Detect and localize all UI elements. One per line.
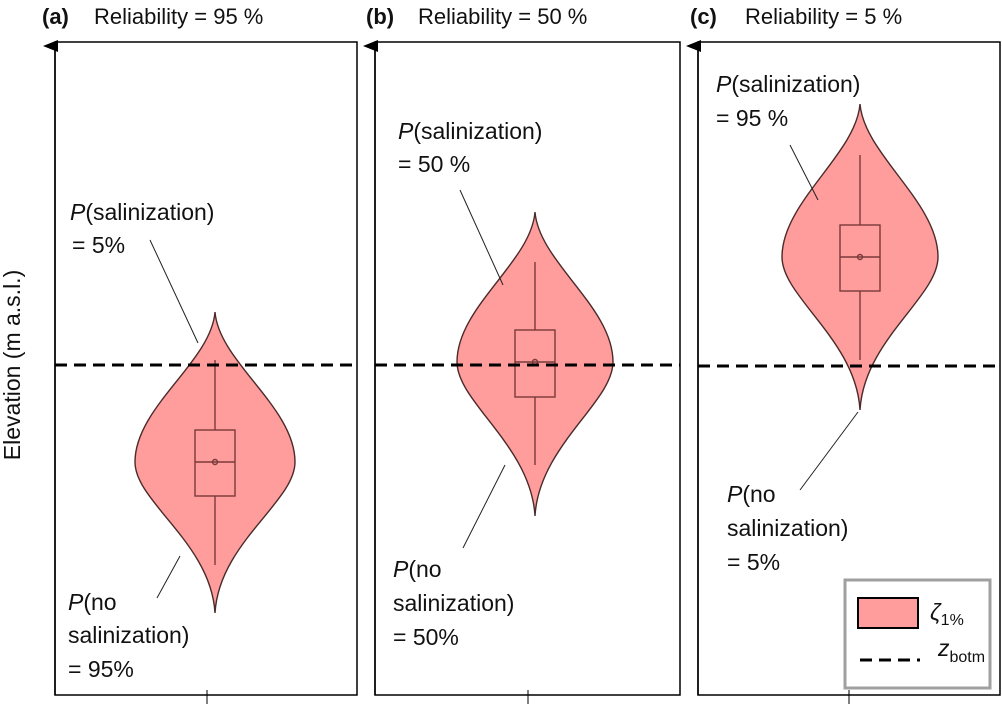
panel-c-lower-label: P(no (727, 481, 776, 507)
panel-b-tag: (b) (366, 4, 394, 29)
panel-b-lower-label: P(no (393, 556, 442, 582)
panel-b-lower-leader-line (462, 464, 506, 549)
panel-a-lower-value: = 95% (68, 656, 134, 682)
panel-b-upper-value: = 50 % (398, 151, 470, 177)
panel-a-tag: (a) (42, 4, 69, 29)
legend-line-label: zbotm (937, 635, 985, 666)
panel-a-upper-label: P(salinization) (70, 199, 214, 225)
panel-c-title: Reliability = 5 % (745, 4, 902, 29)
y-axis-label: Elevation (m a.s.l.) (0, 270, 25, 460)
panel-c-mean-marker (856, 253, 864, 261)
panel-a-lower-leader-line (156, 555, 181, 599)
panel-c-lower-leader-line (799, 411, 859, 491)
panel-b-title: Reliability = 50 % (418, 4, 587, 29)
panel-a-title: Reliability = 95 % (94, 4, 263, 29)
panel-c-lower-label2: salinization) (727, 515, 848, 541)
panel-b-lower-value: = 50% (393, 624, 459, 650)
panel-b-upper-label: P(salinization) (398, 118, 542, 144)
panel-a-lower-label: P(no (68, 589, 117, 615)
panel-a-lower-label2: salinization) (68, 622, 189, 648)
panel-a-upper-leader-line (149, 239, 199, 344)
panel-b-lower-label2: salinization) (393, 590, 514, 616)
panel-c-box (839, 224, 881, 292)
panel-c-tag: (c) (690, 4, 717, 29)
panel-a-upper-value: = 5% (72, 232, 125, 258)
panel-c-upper-label: P(salinization) (716, 71, 860, 97)
panel-c-upper-leader-line (789, 144, 819, 201)
legend-violin-swatch (857, 597, 919, 629)
panel-c-upper-value: = 95 % (716, 105, 788, 131)
legend-violin-label: ζ1% (930, 599, 964, 629)
panel-b-upper-leader-line (459, 189, 504, 286)
panel-a-box (194, 429, 236, 497)
panel-a-mean-marker (211, 458, 219, 466)
legend: ζ1% zbotm (843, 578, 992, 690)
panel-c-lower-value: = 5% (727, 549, 780, 575)
